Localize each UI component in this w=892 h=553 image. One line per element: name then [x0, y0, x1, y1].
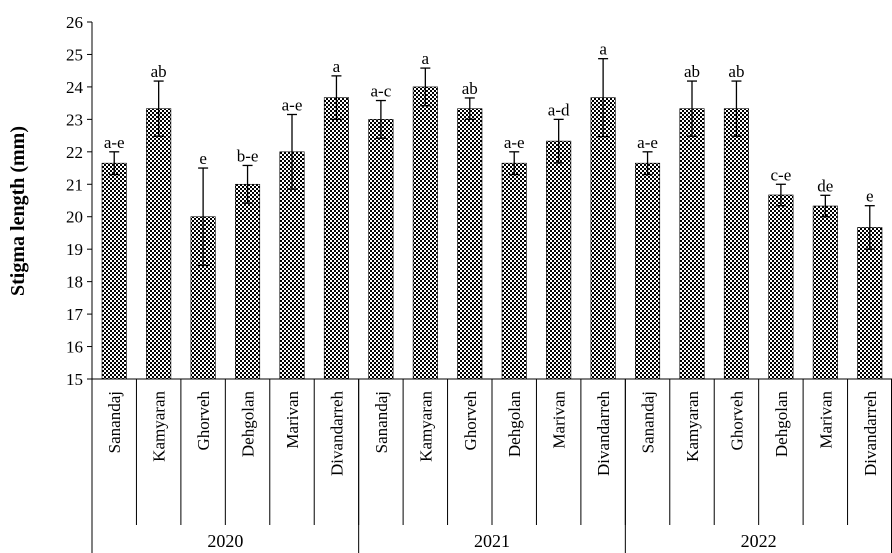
bar [768, 194, 794, 380]
bar [723, 108, 749, 380]
bar [635, 162, 661, 380]
y-axis: 15 16 17 18 19 20 21 22 23 24 25 26 [66, 13, 93, 389]
category-label: Ghorveh [194, 391, 213, 451]
category-label: Marivan [550, 391, 569, 449]
y-tick-label: 23 [66, 110, 83, 129]
group-label: 2022 [741, 531, 777, 551]
significance-letters: a-e [637, 133, 658, 152]
category-label: Kamyaran [416, 391, 435, 462]
category-label: Dehgolan [772, 391, 791, 458]
category-label: Dehgolan [239, 391, 258, 458]
significance-letters: a-e [504, 133, 525, 152]
y-tick-label: 26 [66, 13, 83, 32]
category-label: Marivan [816, 391, 835, 449]
y-axis-label: Stigma length (mm) [7, 126, 29, 296]
category-label: Divandarreh [861, 391, 880, 476]
category-label: Kamyaran [150, 391, 169, 462]
significance-letters: ab [684, 62, 700, 81]
bar [101, 162, 127, 380]
y-tick-label: 17 [66, 305, 84, 324]
y-tick-label: 20 [66, 208, 83, 227]
bar [812, 205, 838, 380]
group-label: 2020 [207, 531, 243, 551]
y-tick-label: 16 [66, 338, 83, 357]
y-tick-label: 19 [66, 240, 83, 259]
category-label: Sanandaj [105, 391, 124, 453]
bar [235, 183, 261, 380]
y-tick-label: 21 [66, 175, 83, 194]
bar [412, 86, 438, 380]
significance-letters: a [333, 57, 341, 76]
significance-letters: e [199, 149, 207, 168]
y-tick-label: 18 [66, 273, 83, 292]
bar [679, 108, 705, 380]
bar [457, 108, 483, 380]
bar [323, 97, 349, 380]
significance-letters: ab [728, 62, 744, 81]
significance-letters: a-c [371, 82, 392, 101]
significance-letters: a [422, 49, 430, 68]
category-label: Ghorveh [727, 391, 746, 451]
significance-letters: a-e [104, 133, 125, 152]
category-label: Dehgolan [505, 391, 524, 458]
significance-letters: c-e [771, 165, 792, 184]
category-label: Sanandaj [372, 391, 391, 453]
category-label: Divandarreh [594, 391, 613, 476]
significance-letters: e [866, 187, 874, 206]
x-axis: Sanandaj Kamyaran Ghorveh Dehgolan Marivan Di… [91, 378, 892, 553]
category-label: Sanandaj [639, 391, 658, 453]
significance-letters: a-e [282, 95, 303, 114]
category-label: Kamyaran [683, 391, 702, 462]
bar [368, 119, 394, 380]
bar [501, 162, 527, 380]
significance-letters: ab [151, 62, 167, 81]
y-tick-label: 15 [66, 370, 83, 389]
y-tick-label: 24 [66, 78, 84, 97]
significance-letters: a [599, 40, 607, 59]
group-label: 2021 [474, 531, 510, 551]
bar [590, 97, 616, 380]
significance-letters: b-e [237, 146, 259, 165]
category-label: Ghorveh [461, 391, 480, 451]
significance-letters: de [817, 176, 833, 195]
bar [857, 227, 883, 380]
bar [146, 108, 172, 380]
category-label: Divandarreh [327, 391, 346, 476]
y-tick-label: 22 [66, 143, 83, 162]
significance-letters: a-d [548, 100, 570, 119]
bar [546, 140, 572, 380]
bars: a-e ab e b-e a-e a a-c a ab a-e a-d a a-e ab ab c-e de e [101, 40, 883, 380]
category-label: Marivan [283, 391, 302, 449]
y-tick-label: 25 [66, 45, 83, 64]
significance-letters: ab [462, 79, 478, 98]
